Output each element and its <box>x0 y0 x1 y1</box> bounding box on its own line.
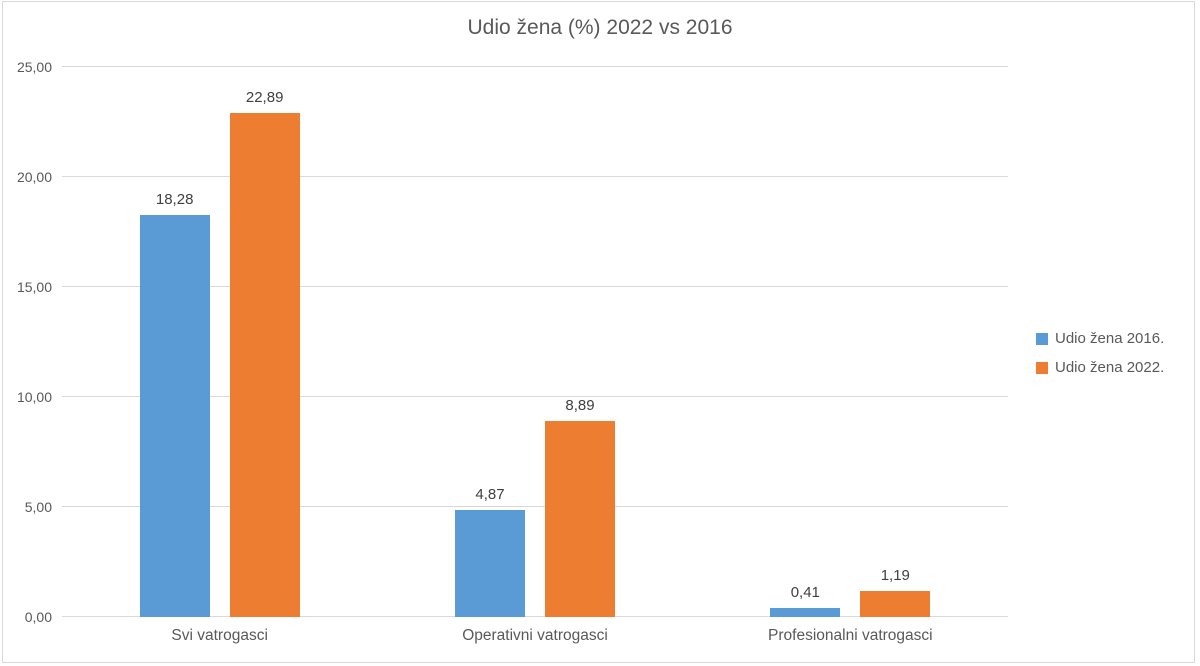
y-tick-label: 20,00 <box>16 169 52 185</box>
bar-2022: 1,19 <box>860 567 931 617</box>
x-axis-label: Svi vatrogasci <box>171 627 268 644</box>
gridline <box>62 66 1008 67</box>
bar-value-label: 8,89 <box>565 397 595 415</box>
x-axis: Svi vatrogasci Operativni vatrogasci Profe… <box>62 627 1008 649</box>
bar-value-label: 22,89 <box>245 89 284 107</box>
legend-entry: Udio žena 2022. <box>1036 359 1164 376</box>
bar-2016: 4,87 <box>454 486 525 617</box>
bar-group: 4,87 8,89 <box>377 67 692 617</box>
bar-2016: 0,41 <box>770 584 841 617</box>
legend-label: Udio žena 2016. <box>1055 330 1165 347</box>
gridline <box>62 616 1008 617</box>
bar-group: 18,28 22,89 <box>62 67 377 617</box>
y-tick-label: 5,00 <box>24 499 52 515</box>
legend-entry: Udio žena 2016. <box>1036 330 1164 347</box>
legend-swatch-icon <box>1036 361 1048 374</box>
gridline <box>62 506 1008 507</box>
bar-2016: 18,28 <box>139 191 210 617</box>
plot-area: 18,28 22,89 4,87 8,89 0,41 1,19 <box>62 66 1008 617</box>
y-tick-label: 15,00 <box>16 279 52 295</box>
y-tick-label: 10,00 <box>16 389 52 405</box>
legend: Udio žena 2016. Udio žena 2022. <box>1036 330 1164 388</box>
bar-value-label: 1,19 <box>880 566 910 584</box>
y-tick-label: 25,00 <box>16 59 52 75</box>
legend-swatch-icon <box>1036 332 1048 345</box>
bar-value-label: 4,87 <box>475 485 505 503</box>
legend-label: Udio žena 2022. <box>1055 359 1165 376</box>
chart-title: Udio žena (%) 2022 vs 2016 <box>467 16 733 39</box>
bar-2022: 22,89 <box>229 89 300 617</box>
gridline <box>62 176 1008 177</box>
bar-value-label: 0,41 <box>790 583 820 601</box>
bar-2022: 8,89 <box>544 397 615 617</box>
y-axis: 0,00 5,00 10,00 15,00 20,00 25,00 <box>0 59 52 625</box>
x-axis-label: Operativni vatrogasci <box>462 627 608 644</box>
x-axis-label: Profesionalni vatrogasci <box>768 627 933 644</box>
gridline <box>62 286 1008 287</box>
gridline <box>62 396 1008 397</box>
bar-group: 0,41 1,19 <box>693 67 1008 617</box>
y-tick-label: 0,00 <box>24 609 52 625</box>
bar-value-label: 18,28 <box>155 190 194 208</box>
